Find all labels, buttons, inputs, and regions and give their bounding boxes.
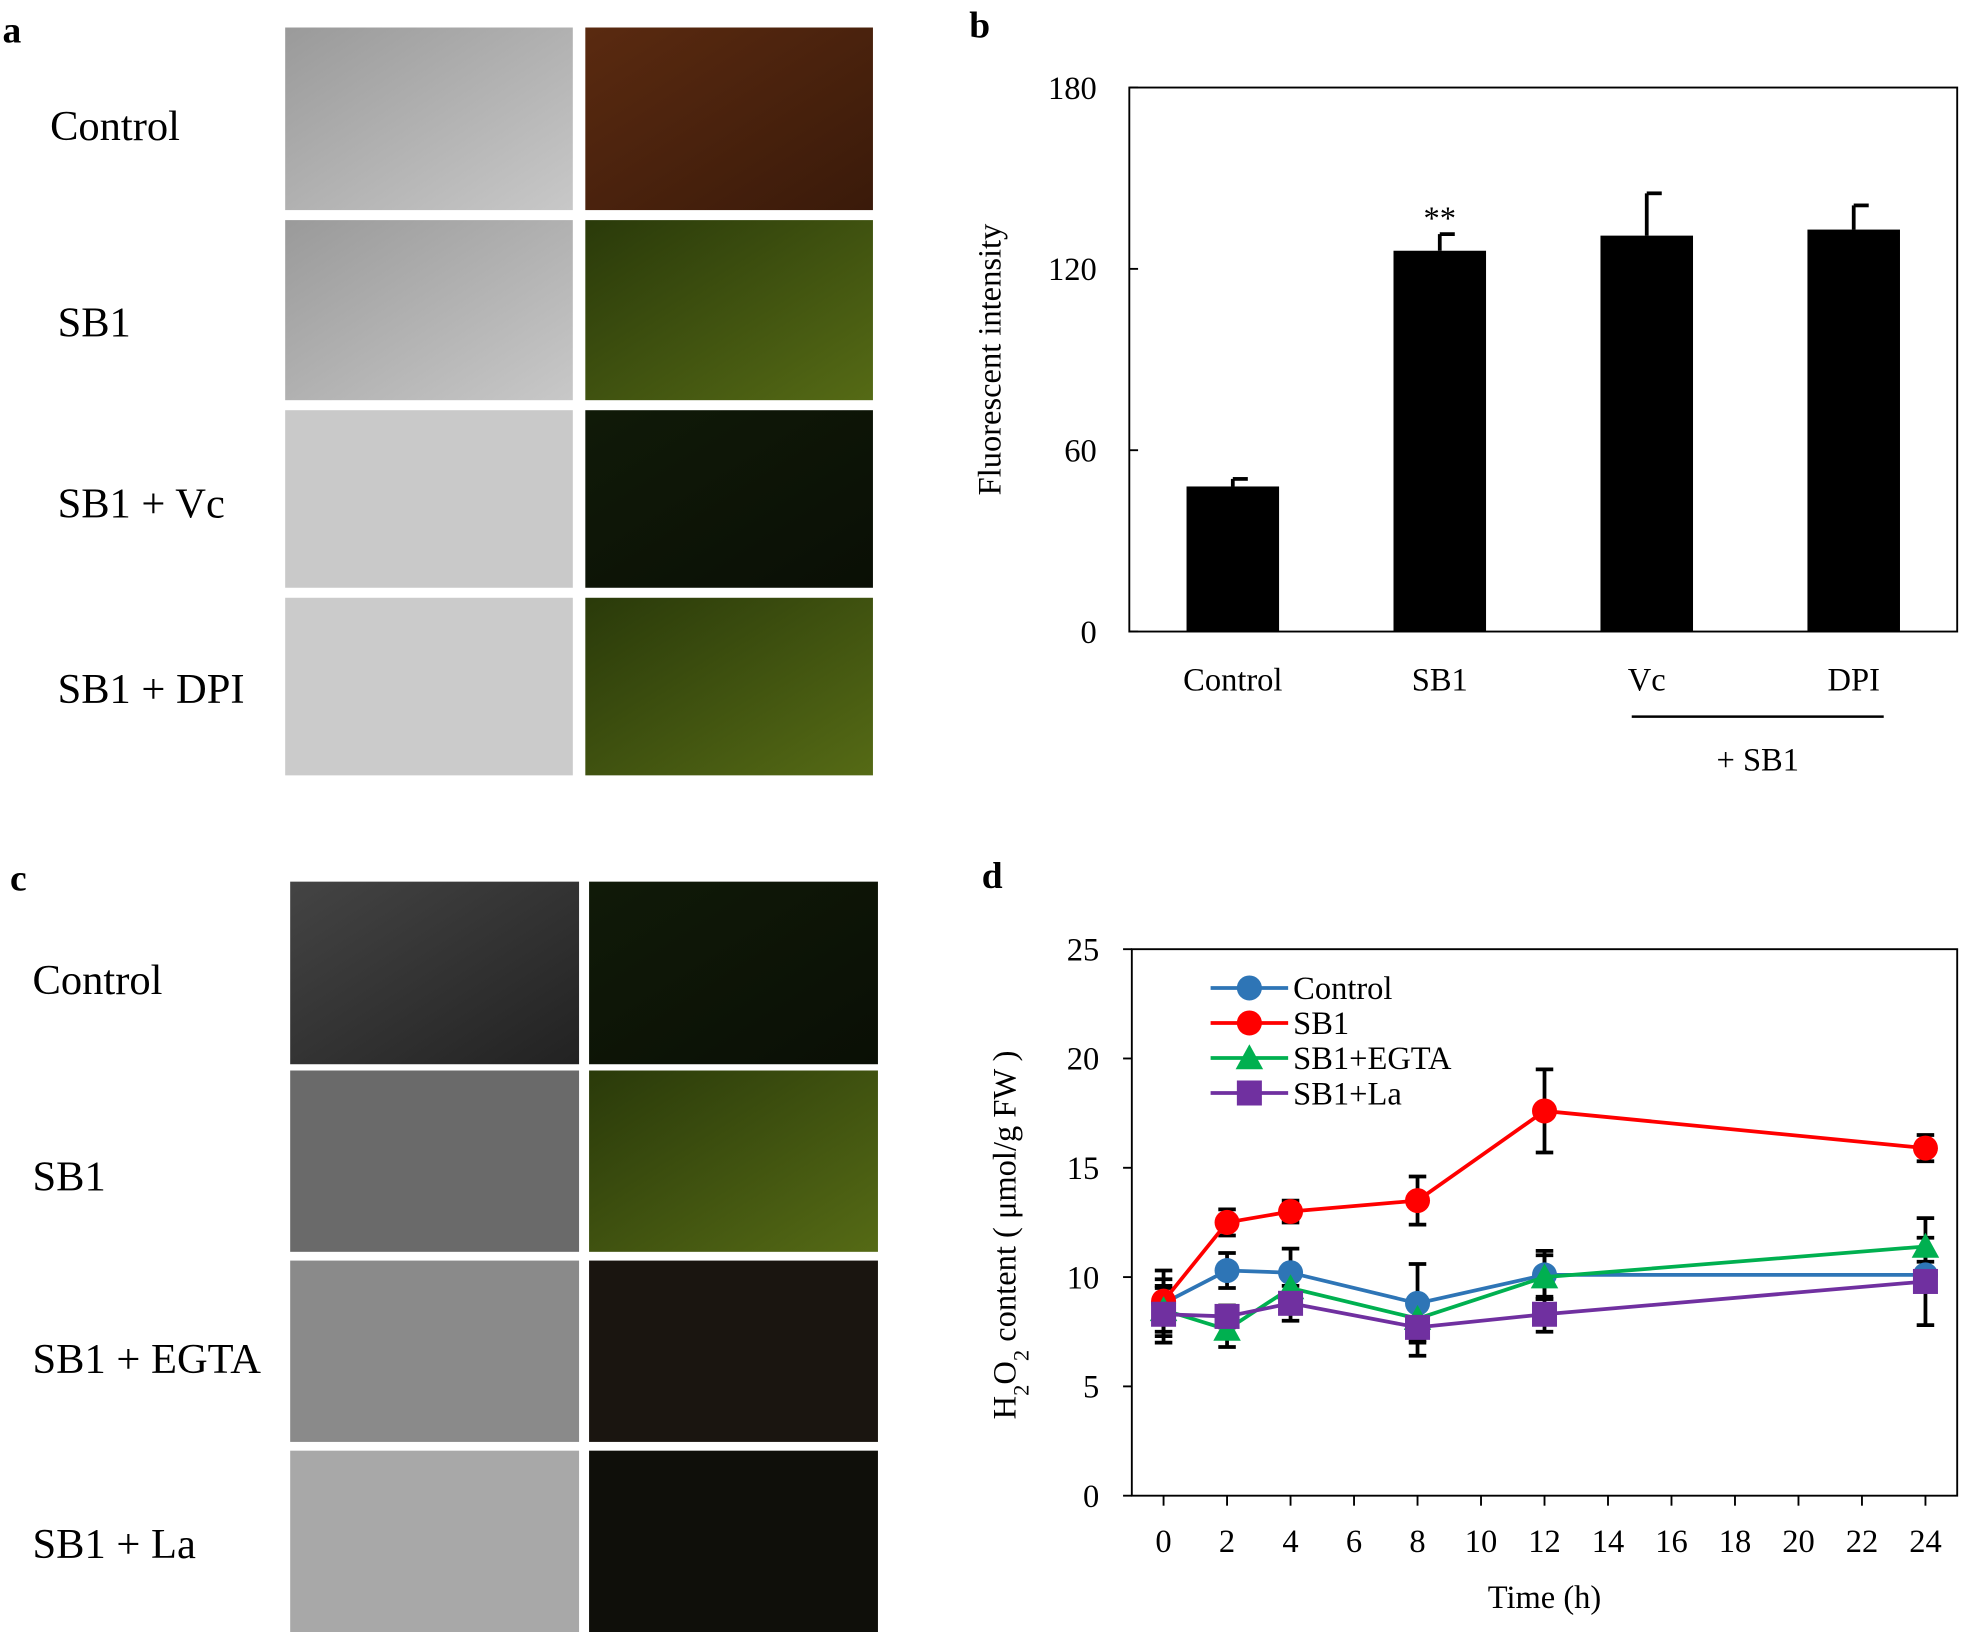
x-tick-label: 18 (1719, 1524, 1752, 1560)
x-tick-label: 0 (1155, 1524, 1171, 1560)
y-label-part: 2 (1008, 1385, 1033, 1396)
y-tick-label: 10 (1067, 1260, 1100, 1296)
bar (1393, 250, 1487, 632)
y-tick-label: 180 (1048, 71, 1097, 107)
marker (1405, 1188, 1431, 1214)
x-tick-label: 2 (1219, 1524, 1235, 1560)
legend-label: SB1 (1293, 1006, 1349, 1042)
legend-label: SB1+La (1293, 1076, 1402, 1112)
bar (1807, 229, 1900, 632)
row-label: Control (33, 957, 163, 1004)
y-tick-label: 15 (1067, 1151, 1100, 1187)
x-tick-label: DPI (1828, 662, 1880, 698)
panel-label: c (10, 858, 27, 899)
marker (1151, 1301, 1177, 1327)
y-axis-label: H2O2 content ( μmol/g FW ) (988, 1051, 1034, 1420)
marker (1912, 1268, 1938, 1294)
panel-label: b (969, 6, 990, 47)
marker (1236, 1080, 1262, 1106)
marker (1912, 1135, 1938, 1161)
x-tick-label: SB1 (1412, 662, 1468, 698)
marker (1405, 1314, 1431, 1340)
line (1162, 1109, 1926, 1303)
marker (1532, 1301, 1558, 1327)
y-tick-label: 0 (1083, 1479, 1099, 1515)
marker (1278, 1290, 1304, 1316)
marker (1214, 1209, 1240, 1235)
x-tick-label: 12 (1528, 1524, 1561, 1560)
x-tick-label: Vc (1628, 662, 1666, 698)
x-tick-label: Control (1183, 662, 1282, 698)
marker (1236, 1010, 1262, 1036)
x-tick-label: 4 (1282, 1524, 1298, 1560)
x-tick-label: 8 (1409, 1524, 1425, 1560)
marker (1278, 1199, 1304, 1225)
marker (1405, 1290, 1431, 1316)
micrographs (285, 27, 878, 1632)
panel-label: a (3, 11, 22, 52)
plot-frame (1128, 86, 1959, 633)
x-tick-label: 16 (1655, 1524, 1688, 1560)
x-tick-label: 6 (1346, 1524, 1362, 1560)
y-axis-label: Fluorescent intensity (973, 223, 1009, 495)
y-tick-label: 5 (1083, 1370, 1099, 1406)
annotation: ** (1424, 201, 1457, 237)
y-label-part: 2 (1008, 1350, 1033, 1361)
row-label: SB1 + La (33, 1521, 196, 1568)
row-label: SB1 (58, 299, 131, 346)
row-label: Control (50, 103, 180, 150)
group-label: + SB1 (1716, 742, 1798, 778)
y-label-part: O (988, 1361, 1024, 1384)
panel-label: d (982, 856, 1003, 897)
marker (1236, 975, 1262, 1001)
legend-label: Control (1293, 971, 1392, 1007)
x-tick-label: 22 (1846, 1524, 1878, 1560)
row-label: SB1 + Vc (58, 481, 225, 528)
x-axis-label: Time (h) (1488, 1580, 1601, 1616)
x-tick-label: 14 (1592, 1524, 1625, 1560)
y-label-part: content ( μmol/g FW ) (988, 1051, 1024, 1350)
x-tick-label: 20 (1782, 1524, 1815, 1560)
marker (1530, 1263, 1559, 1289)
y-label-part: H (988, 1396, 1024, 1419)
legend-label: SB1+EGTA (1293, 1041, 1452, 1077)
bar (1186, 486, 1280, 632)
marker (1911, 1232, 1940, 1258)
y-tick-label: 0 (1081, 615, 1097, 651)
marker (1235, 1044, 1264, 1070)
y-tick-label: 60 (1064, 433, 1097, 469)
x-tick-label: 10 (1465, 1524, 1498, 1560)
y-tick-label: 120 (1048, 252, 1097, 288)
row-label: SB1 + EGTA (33, 1336, 262, 1383)
marker (1278, 1260, 1304, 1286)
x-tick-label: 24 (1909, 1524, 1942, 1560)
row-label: SB1 + DPI (58, 666, 245, 713)
y-tick-label: 20 (1067, 1042, 1100, 1078)
marker (1214, 1303, 1240, 1329)
marker (1214, 1258, 1240, 1284)
row-label: SB1 (33, 1154, 106, 1201)
marker (1532, 1098, 1558, 1124)
bar (1600, 235, 1694, 632)
y-tick-label: 25 (1067, 932, 1100, 968)
